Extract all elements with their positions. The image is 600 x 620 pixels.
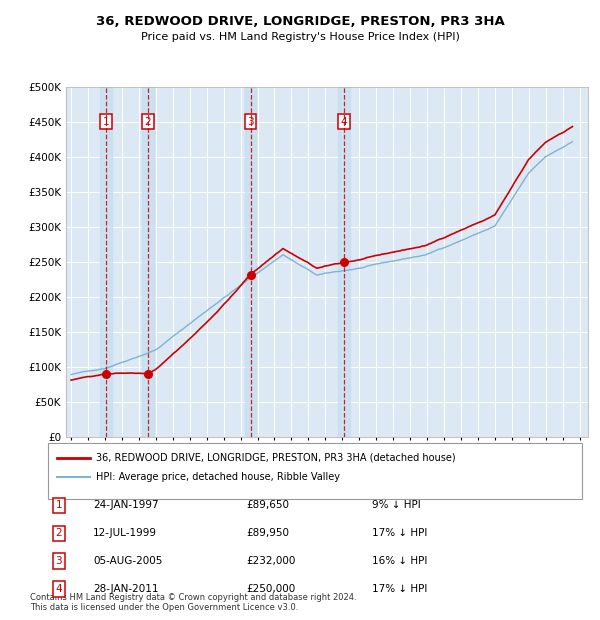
Bar bbox=[245, 87, 256, 437]
Text: 17% ↓ HPI: 17% ↓ HPI bbox=[372, 528, 427, 538]
Text: 9% ↓ HPI: 9% ↓ HPI bbox=[372, 500, 421, 510]
Text: 1: 1 bbox=[103, 117, 109, 127]
Text: £89,950: £89,950 bbox=[246, 528, 289, 538]
Text: £232,000: £232,000 bbox=[246, 556, 295, 566]
Bar bbox=[100, 87, 112, 437]
Text: 2: 2 bbox=[145, 117, 151, 127]
Text: 05-AUG-2005: 05-AUG-2005 bbox=[93, 556, 163, 566]
Text: £250,000: £250,000 bbox=[246, 584, 295, 594]
Text: 16% ↓ HPI: 16% ↓ HPI bbox=[372, 556, 427, 566]
Text: Price paid vs. HM Land Registry's House Price Index (HPI): Price paid vs. HM Land Registry's House … bbox=[140, 32, 460, 42]
Bar bbox=[338, 87, 350, 437]
Text: 12-JUL-1999: 12-JUL-1999 bbox=[93, 528, 157, 538]
Text: 3: 3 bbox=[247, 117, 254, 127]
Text: 28-JAN-2011: 28-JAN-2011 bbox=[93, 584, 158, 594]
Text: £89,650: £89,650 bbox=[246, 500, 289, 510]
Text: 4: 4 bbox=[55, 584, 62, 594]
Text: 4: 4 bbox=[340, 117, 347, 127]
Bar bbox=[142, 87, 154, 437]
Text: 24-JAN-1997: 24-JAN-1997 bbox=[93, 500, 158, 510]
Text: Contains HM Land Registry data © Crown copyright and database right 2024.
This d: Contains HM Land Registry data © Crown c… bbox=[30, 593, 356, 612]
Text: 36, REDWOOD DRIVE, LONGRIDGE, PRESTON, PR3 3HA: 36, REDWOOD DRIVE, LONGRIDGE, PRESTON, P… bbox=[95, 16, 505, 28]
Text: 2: 2 bbox=[55, 528, 62, 538]
Text: 36, REDWOOD DRIVE, LONGRIDGE, PRESTON, PR3 3HA (detached house): 36, REDWOOD DRIVE, LONGRIDGE, PRESTON, P… bbox=[96, 453, 455, 463]
Text: 3: 3 bbox=[55, 556, 62, 566]
Text: 1: 1 bbox=[55, 500, 62, 510]
Text: 17% ↓ HPI: 17% ↓ HPI bbox=[372, 584, 427, 594]
Text: HPI: Average price, detached house, Ribble Valley: HPI: Average price, detached house, Ribb… bbox=[96, 472, 340, 482]
